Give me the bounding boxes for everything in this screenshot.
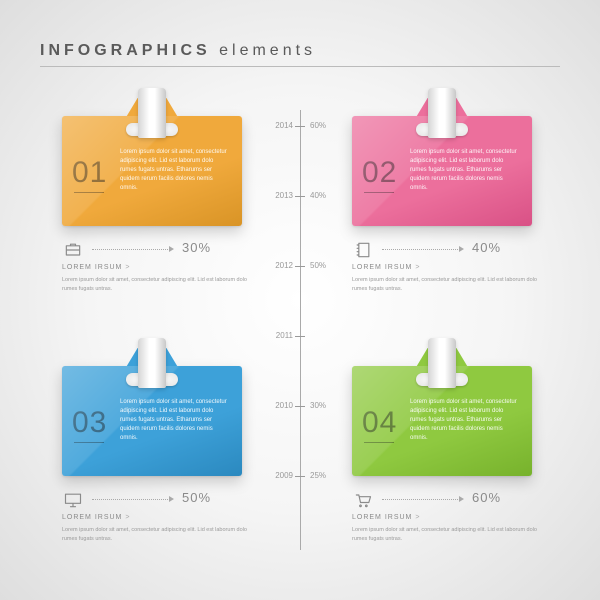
briefcase-icon [62,240,86,260]
header-rule [40,66,560,67]
info-desc: Lorem ipsum dolor sit amet, consectetur … [62,276,262,294]
dotted-arrow [382,499,460,500]
notebook-icon [352,240,376,260]
tick-year: 2013 [275,191,293,200]
info-pct: 40% [472,240,501,255]
info-desc: Lorem ipsum dolor sit amet, consectetur … [352,526,552,544]
timeline-axis [300,110,301,550]
info-desc: Lorem ipsum dolor sit amet, consectetur … [352,276,552,294]
card-number: 02 [362,156,397,190]
info-desc: Lorem ipsum dolor sit amet, consectetur … [62,526,262,544]
tick-pct: 50% [310,261,326,270]
info-lead: LOREM IRSUM [352,514,420,521]
title-bold: INFOGRAPHICS [40,42,211,59]
info-card-02: 02 Lorem ipsum dolor sit amet, consectetu… [352,116,532,226]
card-number: 01 [72,156,107,190]
title-light: elements [219,42,316,59]
card-tab [428,338,456,388]
header: INFOGRAPHICS elements [40,42,560,67]
tick-pct: 25% [310,471,326,480]
info-card-04: 04 Lorem ipsum dolor sit amet, consectetu… [352,366,532,476]
tick-year: 2012 [275,261,293,270]
info-lead: LOREM IRSUM [62,514,130,521]
monitor-icon [62,490,86,510]
info-card-01: 01 Lorem ipsum dolor sit amet, consectetu… [62,116,242,226]
card-number: 03 [72,406,107,440]
cart-icon [352,490,376,510]
info-pct: 30% [182,240,211,255]
tick-year: 2009 [275,471,293,480]
page-title: INFOGRAPHICS elements [40,42,560,60]
info-card-03: 03 Lorem ipsum dolor sit amet, consectetu… [62,366,242,476]
tick-year: 2011 [276,331,293,340]
card-tab [138,88,166,138]
info-lead: LOREM IRSUM [62,264,130,271]
card-body: Lorem ipsum dolor sit amet, consectetur … [410,398,520,443]
card-number: 04 [362,406,397,440]
dotted-arrow [92,499,170,500]
card-body: Lorem ipsum dolor sit amet, consectetur … [120,148,230,193]
info-lead: LOREM IRSUM [352,264,420,271]
info-pct: 50% [182,490,211,505]
tick-year: 2010 [275,401,293,410]
card-tab [428,88,456,138]
card-body: Lorem ipsum dolor sit amet, consectetur … [120,398,230,443]
tick-year: 2014 [275,121,293,130]
dotted-arrow [382,249,460,250]
tick-pct: 30% [310,401,326,410]
info-pct: 60% [472,490,501,505]
card-tab [138,338,166,388]
card-body: Lorem ipsum dolor sit amet, consectetur … [410,148,520,193]
dotted-arrow [92,249,170,250]
tick-pct: 40% [310,191,326,200]
tick-pct: 60% [310,121,326,130]
